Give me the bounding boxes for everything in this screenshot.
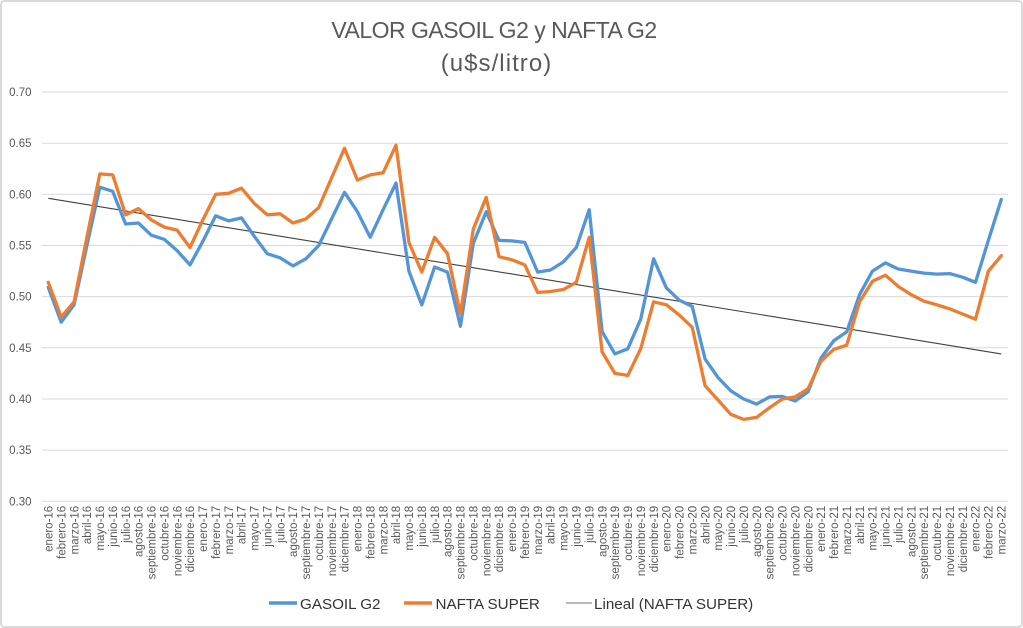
svg-text:noviembre-17: noviembre-17 (327, 506, 339, 576)
svg-text:noviembre-19: noviembre-19 (636, 506, 648, 576)
svg-text:febrero-20: febrero-20 (675, 506, 687, 559)
svg-text:febrero-21: febrero-21 (829, 506, 841, 559)
svg-text:0.50: 0.50 (9, 292, 31, 304)
svg-text:marzo-22: marzo-22 (997, 506, 1009, 555)
svg-text:junio-19: junio-19 (572, 506, 584, 548)
svg-text:junio-21: junio-21 (881, 506, 893, 548)
svg-text:abril-17: abril-17 (237, 506, 249, 544)
svg-text:mayo-21: mayo-21 (868, 506, 880, 551)
svg-text:enero-21: enero-21 (816, 506, 828, 552)
svg-text:mayo-18: mayo-18 (404, 506, 416, 551)
svg-text:octubre-16: octubre-16 (159, 506, 171, 561)
svg-text:mayo-20: mayo-20 (713, 506, 725, 551)
svg-text:0.70: 0.70 (9, 87, 31, 99)
svg-text:octubre-17: octubre-17 (314, 506, 326, 561)
svg-text:mayo-17: mayo-17 (250, 506, 262, 551)
svg-text:agosto-19: agosto-19 (597, 506, 609, 557)
svg-text:0.30: 0.30 (9, 496, 31, 508)
svg-text:marzo-16: marzo-16 (69, 506, 81, 555)
svg-text:septiembre-20: septiembre-20 (765, 506, 777, 580)
svg-text:0.55: 0.55 (9, 241, 31, 253)
svg-text:diciembre-16: diciembre-16 (185, 506, 197, 572)
svg-text:diciembre-19: diciembre-19 (649, 506, 661, 572)
svg-text:junio-16: junio-16 (108, 506, 120, 548)
svg-text:febrero-16: febrero-16 (56, 506, 68, 559)
svg-text:enero-17: enero-17 (198, 506, 210, 552)
svg-text:septiembre-19: septiembre-19 (610, 506, 622, 580)
svg-text:agosto-16: agosto-16 (134, 506, 146, 557)
svg-text:enero-20: enero-20 (662, 506, 674, 552)
svg-text:octubre-20: octubre-20 (778, 506, 790, 561)
svg-text:julio-16: julio-16 (121, 506, 133, 544)
svg-text:marzo-18: marzo-18 (378, 506, 390, 555)
svg-text:abril-18: abril-18 (391, 506, 403, 544)
svg-text:enero-19: enero-19 (507, 506, 519, 552)
svg-text:marzo-21: marzo-21 (842, 506, 854, 555)
svg-text:marzo-20: marzo-20 (687, 506, 699, 555)
svg-text:junio-18: junio-18 (417, 506, 429, 548)
svg-text:0.60: 0.60 (9, 189, 31, 201)
svg-text:NAFTA SUPER: NAFTA SUPER (436, 596, 540, 613)
svg-text:junio-20: junio-20 (726, 506, 738, 548)
svg-text:junio-17: junio-17 (262, 506, 274, 548)
svg-text:abril-20: abril-20 (700, 506, 712, 544)
svg-text:diciembre-21: diciembre-21 (958, 506, 970, 572)
svg-text:diciembre-20: diciembre-20 (803, 506, 815, 572)
svg-text:0.40: 0.40 (9, 394, 31, 406)
svg-text:julio-21: julio-21 (893, 506, 905, 544)
svg-text:0.45: 0.45 (9, 343, 31, 355)
svg-text:marzo-19: marzo-19 (533, 506, 545, 555)
svg-text:octubre-21: octubre-21 (932, 506, 944, 561)
svg-text:noviembre-21: noviembre-21 (945, 506, 957, 576)
svg-text:octubre-19: octubre-19 (623, 506, 635, 561)
svg-text:julio-19: julio-19 (584, 506, 596, 544)
svg-text:septiembre-21: septiembre-21 (919, 506, 931, 580)
svg-text:abril-21: abril-21 (855, 506, 867, 544)
svg-text:VALOR GASOIL G2 y NAFTA G2: VALOR GASOIL G2 y NAFTA G2 (331, 17, 656, 43)
svg-text:marzo-17: marzo-17 (224, 506, 236, 555)
svg-text:agosto-20: agosto-20 (752, 506, 764, 557)
svg-text:enero-22: enero-22 (971, 506, 983, 552)
svg-text:octubre-18: octubre-18 (469, 506, 481, 561)
svg-text:febrero-18: febrero-18 (365, 506, 377, 559)
svg-text:agosto-17: agosto-17 (288, 506, 300, 557)
svg-text:julio-17: julio-17 (275, 506, 287, 544)
svg-text:diciembre-18: diciembre-18 (494, 506, 506, 572)
svg-text:septiembre-17: septiembre-17 (301, 506, 313, 580)
svg-text:agosto-18: agosto-18 (443, 506, 455, 557)
svg-text:GASOIL G2: GASOIL G2 (300, 596, 380, 613)
svg-text:noviembre-20: noviembre-20 (790, 506, 802, 576)
svg-text:julio-18: julio-18 (430, 506, 442, 544)
svg-text:0.65: 0.65 (9, 138, 31, 150)
svg-text:julio-20: julio-20 (739, 506, 751, 544)
svg-text:abril-19: abril-19 (546, 506, 558, 544)
svg-text:enero-16: enero-16 (44, 506, 56, 552)
svg-text:enero-18: enero-18 (353, 506, 365, 552)
svg-text:mayo-19: mayo-19 (559, 506, 571, 551)
svg-text:septiembre-16: septiembre-16 (147, 506, 159, 580)
svg-text:Lineal (NAFTA SUPER): Lineal (NAFTA SUPER) (594, 596, 753, 613)
svg-text:febrero-19: febrero-19 (520, 506, 532, 559)
svg-text:0.35: 0.35 (9, 445, 31, 457)
svg-text:mayo-16: mayo-16 (95, 506, 107, 551)
svg-text:agosto-21: agosto-21 (906, 506, 918, 557)
svg-text:noviembre-18: noviembre-18 (481, 506, 493, 576)
svg-text:abril-16: abril-16 (82, 506, 94, 544)
svg-text:diciembre-17: diciembre-17 (340, 506, 352, 572)
svg-text:noviembre-16: noviembre-16 (172, 506, 184, 576)
svg-text:febrero-17: febrero-17 (211, 506, 223, 559)
svg-text:septiembre-18: septiembre-18 (456, 506, 468, 580)
svg-text:febrero-22: febrero-22 (984, 506, 996, 559)
svg-text:(u$s/litro): (u$s/litro) (441, 50, 553, 77)
